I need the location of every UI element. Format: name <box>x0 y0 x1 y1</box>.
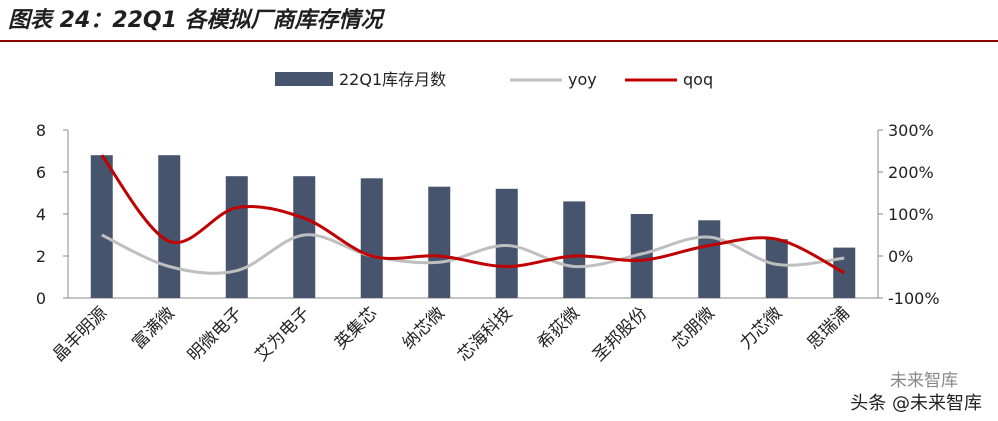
bar <box>293 176 316 298</box>
bar <box>698 220 721 298</box>
y-right-tick-label: -100% <box>888 289 940 308</box>
category-labels: 晶丰明源 富满微 明微电子 艾为电子 英集芯 纳芯微 芯海科技 希荻微 圣邦股份 芯朋微 力芯微 思瑞… <box>49 303 854 365</box>
category-label: 力芯微 <box>736 303 786 353</box>
category-label: 芯朋微 <box>669 303 719 353</box>
category-label: 晶丰明源 <box>49 303 111 365</box>
category-label: 思瑞浦 <box>804 303 854 353</box>
bar <box>765 239 788 298</box>
watermark-faint: 未来智库 <box>890 371 958 391</box>
chart-title: 图表 24：22Q1 各模拟厂商库存情况 <box>8 8 383 33</box>
y-right-tick-label: 200% <box>888 163 934 182</box>
axes: 0 2 4 6 8 -100% 0% 100% 200% 300% <box>36 121 940 308</box>
legend: 22Q1库存月数 yoy qoq <box>275 70 713 89</box>
category-label: 英集芯 <box>331 303 381 353</box>
y-left-tick-label: 8 <box>36 121 46 140</box>
y-left-tick-label: 6 <box>36 163 46 182</box>
category-label: 明微电子 <box>184 303 246 365</box>
category-label: 艾为电子 <box>252 303 314 365</box>
category-label: 希荻微 <box>534 303 584 353</box>
y-right-tick-label: 100% <box>888 205 934 224</box>
bar <box>495 188 518 298</box>
category-label: 纳芯微 <box>399 303 449 353</box>
title-rule <box>0 40 998 42</box>
bar <box>360 178 383 298</box>
bar <box>158 155 181 298</box>
legend-label: yoy <box>568 70 597 89</box>
y-left-tick-label: 2 <box>36 247 46 266</box>
y-right-tick-label: 0% <box>888 247 913 266</box>
y-left-tick-label: 0 <box>36 289 46 308</box>
legend-label: 22Q1库存月数 <box>339 70 446 89</box>
y-right-tick-label: 300% <box>888 121 934 140</box>
bar <box>90 155 113 298</box>
category-label: 圣邦股份 <box>589 303 651 365</box>
legend-label: qoq <box>683 70 713 89</box>
bar <box>563 201 586 298</box>
category-label: 芯海科技 <box>454 303 516 365</box>
line-series <box>100 154 845 275</box>
yoy-line <box>101 233 845 275</box>
qoq-line <box>100 154 845 275</box>
bar <box>225 176 248 298</box>
bar <box>428 186 451 298</box>
watermark: 头条 @未来智库 <box>850 393 982 414</box>
legend-swatch-bar <box>275 72 333 86</box>
y-left-tick-label: 4 <box>36 205 46 224</box>
category-label: 富满微 <box>129 303 179 353</box>
bar <box>630 214 653 298</box>
